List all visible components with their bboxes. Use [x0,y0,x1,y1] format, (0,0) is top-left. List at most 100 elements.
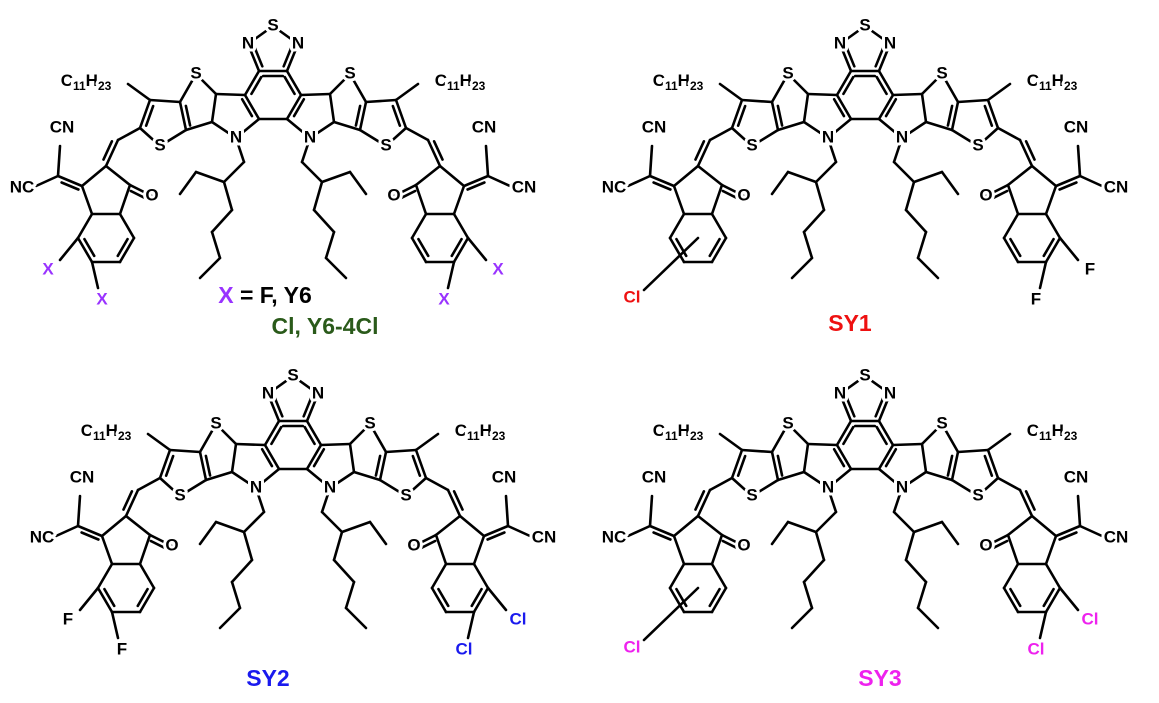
bond [708,237,721,258]
bond [328,92,336,124]
bond [414,432,440,452]
atom-label: N [304,127,316,146]
bond [411,454,422,477]
bond [668,236,686,264]
bond [484,144,490,178]
bond [146,432,172,452]
atom-label: S [400,485,411,504]
bond [100,534,114,566]
bond [892,136,904,164]
bond [56,174,84,188]
atom-label: O [387,185,400,204]
bond [242,510,266,534]
bond [750,478,780,498]
bond [718,432,744,452]
substituent: X [438,289,450,308]
bond [802,470,830,490]
bond [430,586,448,614]
atom-label: S [190,63,201,82]
bond [158,128,188,148]
bond [378,450,388,482]
bond [786,72,810,96]
bond [332,530,344,562]
atom-label: S [380,135,391,154]
bond [814,510,838,534]
bond [198,256,222,280]
bond [253,46,264,68]
bond [672,184,686,216]
bond [332,558,356,584]
bond [1078,524,1104,538]
atom-label: CN [532,527,557,546]
atom-label: CN [512,177,537,196]
bond [80,184,94,216]
bond [138,126,162,148]
bond [1024,140,1036,161]
bond [418,539,437,551]
bond [642,586,700,642]
atom-label: CN [492,467,517,486]
bond [648,494,654,528]
bond [273,396,284,418]
bond [863,24,892,46]
atom-label: CN [1104,177,1129,196]
substituent: F [117,639,127,658]
bond [1044,212,1062,240]
substituent: Cl [624,637,641,656]
bond [285,42,300,73]
bond [912,520,944,534]
bond [164,454,175,477]
alkyl-part: C [455,421,467,440]
bond [482,524,510,538]
caption-part: SY2 [246,665,289,691]
substituent: Cl [456,639,473,658]
bond [230,470,258,490]
bond [652,181,672,191]
bond [260,447,274,468]
bond [1002,586,1020,614]
bond [414,448,428,480]
bond [892,510,916,534]
alkyl-part: 23 [98,79,112,93]
bond [642,236,700,292]
bond [891,442,924,447]
atom-label: N [250,477,262,496]
atom-label: O [145,185,158,204]
bond [875,425,888,446]
bond [438,164,466,188]
bond [900,120,928,140]
bond [291,374,320,396]
bond [138,98,152,130]
bond [34,174,60,188]
bond [1076,144,1082,178]
bond [814,530,826,562]
atom-label: S [972,485,983,504]
bond [990,189,1009,201]
bond [884,97,898,118]
bond [806,442,839,447]
bond [776,454,784,477]
alkyl-part: 23 [690,79,704,93]
bond [648,174,676,188]
bond [736,104,747,127]
bond [136,476,162,492]
bond [802,120,830,140]
bond [285,117,312,140]
alkyl-label: C11H23 [81,421,132,443]
bond [214,422,238,446]
caption-part: SY1 [828,310,872,336]
bond [1018,488,1034,518]
bond [1002,236,1020,264]
bond [802,230,814,260]
bond [946,104,954,127]
atom-label: CN [642,467,667,486]
bond [466,181,486,191]
atom-label: O [737,185,750,204]
alkyl-part: 11 [1039,429,1052,443]
bond [802,558,826,584]
bond [210,120,238,140]
caption: SY1 [828,310,872,336]
bond [270,425,283,446]
bond [283,75,296,96]
bond [835,443,853,471]
